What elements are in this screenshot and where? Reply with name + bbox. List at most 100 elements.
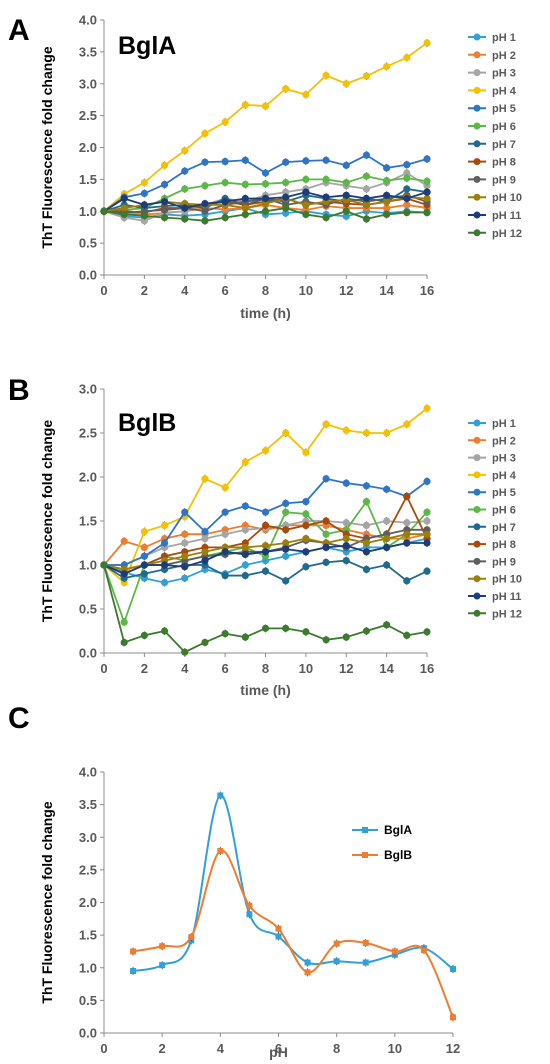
data-point — [221, 571, 229, 580]
data-point — [383, 429, 391, 437]
legend-label: pH 12 — [492, 228, 522, 240]
data-point — [201, 638, 209, 647]
legend-label: pH 2 — [492, 50, 516, 62]
data-point — [201, 129, 209, 138]
data-point — [450, 966, 456, 973]
data-point — [140, 189, 148, 197]
data-point — [423, 508, 431, 516]
data-point — [181, 185, 189, 193]
data-point — [423, 567, 431, 575]
y-tick-label: 0.5 — [79, 993, 97, 1008]
data-point — [342, 535, 350, 543]
data-point — [383, 543, 391, 552]
data-point — [302, 188, 310, 196]
legend-label: pH 10 — [492, 574, 522, 586]
x-axis-label: time (h) — [240, 305, 291, 321]
y-tick-label: 3.0 — [79, 76, 97, 91]
data-point — [261, 447, 270, 455]
legend-label: pH 12 — [492, 608, 522, 620]
data-point — [362, 627, 371, 635]
y-tick-label: 0.5 — [79, 236, 97, 251]
data-point — [246, 911, 253, 918]
data-point — [160, 579, 169, 587]
data-point — [333, 958, 340, 965]
data-point — [201, 217, 209, 225]
legend-label: BglA — [384, 823, 412, 837]
data-point — [342, 207, 350, 215]
data-point — [221, 178, 229, 187]
chart-ph-profile: 0.0 0.5 1.0 1.5 2.0 2.5 3.0 3.5 4.0 0 2 4 6 8 10 12 pH Th… — [39, 765, 460, 1061]
data-point — [423, 208, 431, 217]
legend-swatch-marker — [473, 540, 481, 548]
data-point — [160, 161, 169, 169]
series-ph-4 — [100, 38, 431, 216]
data-point — [342, 542, 350, 550]
data-point — [302, 628, 310, 636]
x-tick-label: 4 — [181, 283, 189, 298]
legend-swatch-marker — [473, 229, 481, 237]
data-point — [221, 483, 229, 492]
legend-label: pH 5 — [492, 103, 516, 115]
data-point — [391, 948, 398, 955]
x-tick-label: 6 — [275, 1041, 282, 1056]
data-point — [241, 561, 249, 569]
data-point — [241, 571, 249, 580]
data-point — [140, 217, 148, 225]
legend-swatch-marker — [473, 454, 481, 462]
data-point — [140, 552, 148, 560]
data-point — [120, 210, 128, 219]
data-point — [383, 191, 391, 199]
data-point — [423, 517, 431, 525]
data-point — [403, 169, 411, 177]
data-point — [221, 157, 229, 166]
legend-swatch-marker — [473, 104, 481, 112]
data-point — [383, 621, 391, 629]
legend-label: pH 10 — [492, 192, 522, 204]
data-point — [100, 207, 108, 215]
data-point — [383, 204, 391, 212]
x-tick-label: 8 — [262, 283, 269, 298]
data-point — [181, 539, 189, 547]
data-point — [181, 147, 189, 155]
series-ph-4 — [100, 404, 431, 587]
y-tick-label: 2.5 — [79, 862, 97, 877]
y-tick-label: 2.0 — [79, 895, 97, 910]
data-point — [282, 158, 290, 166]
data-point — [181, 215, 189, 223]
data-point — [140, 178, 148, 187]
data-point — [362, 215, 371, 223]
legend-label: BglB — [384, 848, 412, 862]
data-point — [362, 539, 371, 547]
data-point — [100, 561, 108, 569]
legend-label: pH 3 — [492, 68, 516, 80]
data-point — [322, 71, 330, 80]
legend-label: pH 2 — [492, 435, 516, 447]
data-point — [282, 552, 290, 560]
data-point — [362, 482, 371, 490]
data-point — [160, 180, 169, 189]
data-point — [201, 182, 209, 190]
x-tick-label: 4 — [181, 661, 189, 676]
data-point — [403, 539, 411, 547]
data-point — [362, 959, 369, 966]
data-point — [342, 191, 350, 199]
legend-swatch-marker — [362, 827, 368, 833]
chart-bglb: 0.0 0.5 1.0 1.5 2.0 2.5 3.0 0 2 4 6 8 10 12 14 16 time (… — [39, 382, 522, 699]
series-bglb — [130, 846, 456, 1022]
y-tick-label: 0.5 — [79, 602, 97, 617]
data-point — [241, 458, 249, 466]
data-point — [362, 151, 371, 159]
y-tick-label: 1.5 — [79, 928, 97, 943]
x-tick-label: 0 — [100, 283, 107, 298]
y-tick-label: 1.0 — [79, 960, 97, 975]
y-tick-label: 1.5 — [79, 172, 97, 187]
data-point — [342, 519, 350, 527]
x-tick-label: 8 — [262, 661, 269, 676]
data-point — [160, 198, 169, 206]
legend-swatch-marker — [473, 419, 481, 427]
data-point — [423, 628, 431, 636]
legend-swatch-marker — [473, 122, 481, 130]
legend-swatch-marker — [473, 575, 481, 583]
data-point — [302, 90, 310, 99]
data-point — [342, 80, 350, 88]
